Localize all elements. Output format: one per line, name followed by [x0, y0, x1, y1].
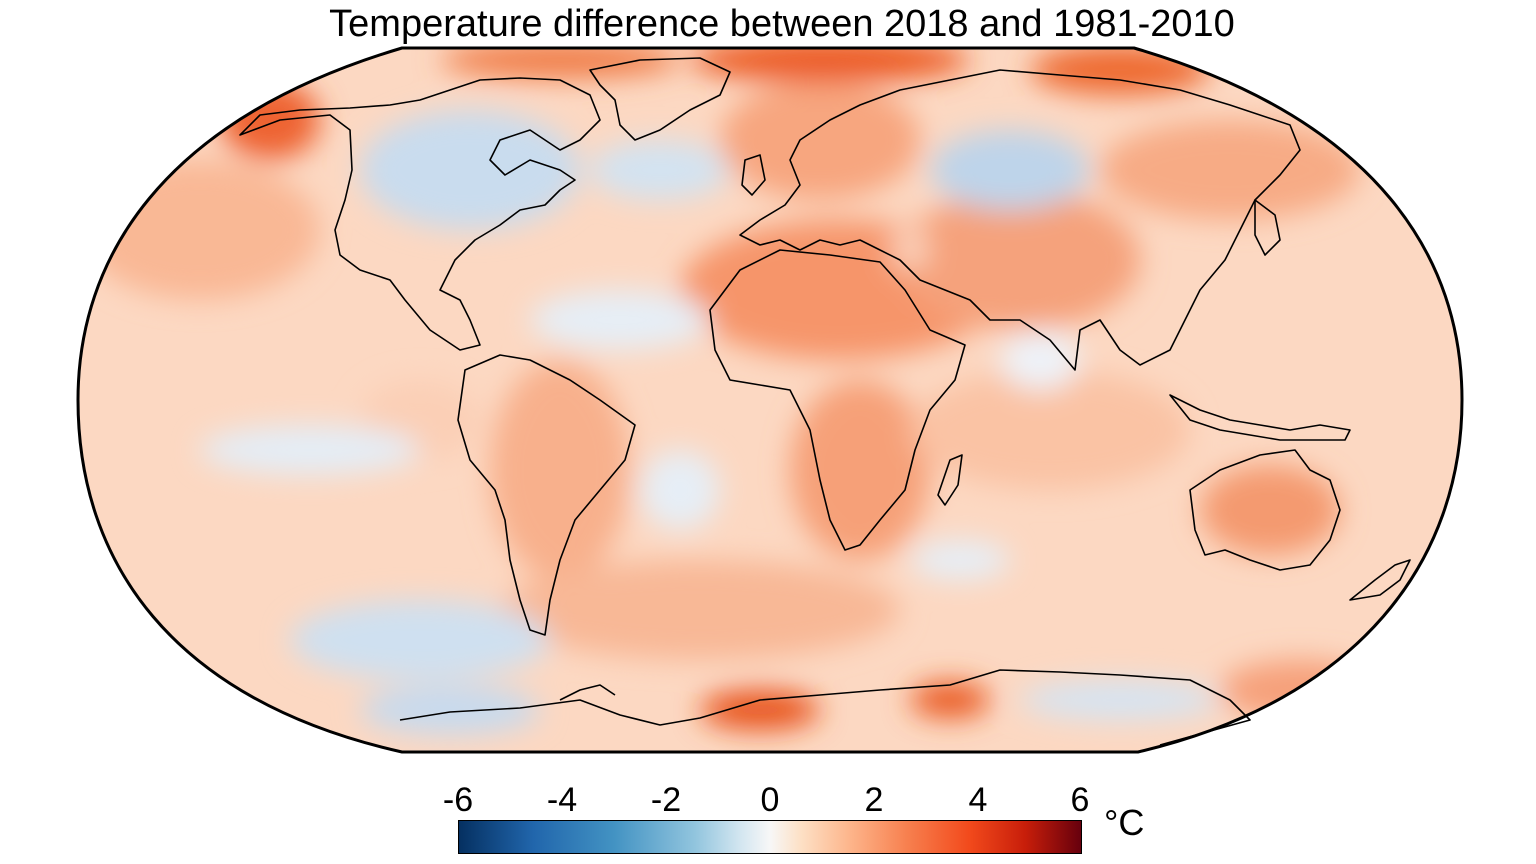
- coastlines: [239, 57, 1411, 746]
- coast-greenland: [589, 57, 731, 141]
- colorbar-tick: -2: [650, 781, 682, 819]
- colorbar: [458, 820, 1082, 854]
- colorbar-tick: 6: [1070, 781, 1090, 819]
- colorbar-tick: -6: [442, 781, 474, 819]
- coast-australia: [1189, 449, 1341, 571]
- coast-new-zealand: [1349, 559, 1411, 601]
- coast-madagascar: [937, 454, 963, 506]
- coast-south-america: [457, 354, 636, 636]
- colorbar-tick: 0: [760, 781, 780, 819]
- coast-antarctic-peninsula: [559, 684, 616, 701]
- colorbar-unit: °C: [1104, 802, 1145, 843]
- colorbar-tick: 4: [968, 781, 988, 819]
- map-title: Temperature difference between 2018 and …: [329, 3, 1235, 45]
- coast-africa: [709, 249, 966, 551]
- coast-uk: [741, 154, 766, 196]
- coast-antarctica: [399, 669, 1251, 746]
- colorbar-tick: -4: [546, 781, 578, 819]
- colorbar-tick: 2: [864, 781, 884, 819]
- coast-japan: [1254, 199, 1281, 256]
- coast-north-america: [239, 77, 601, 351]
- coast-eurasia: [739, 69, 1301, 371]
- map-boundary: [76, 46, 1464, 754]
- coast-indonesia: [1169, 394, 1351, 441]
